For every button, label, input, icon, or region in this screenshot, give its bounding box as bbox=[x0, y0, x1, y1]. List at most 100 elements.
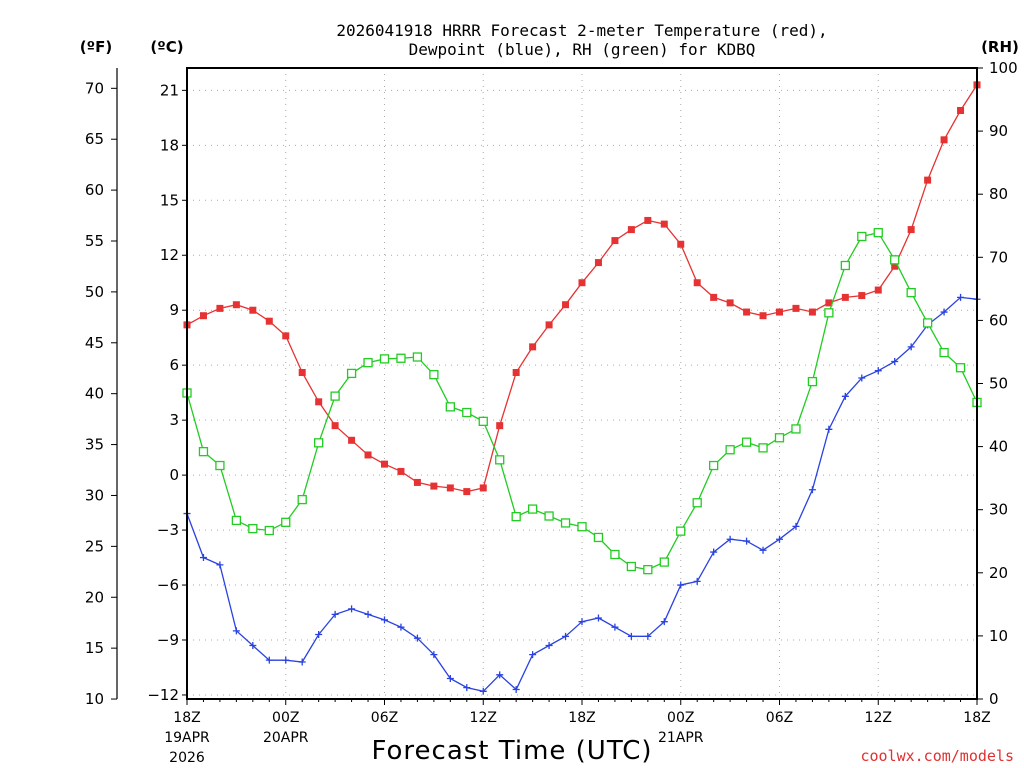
x-tick-label: 18Z bbox=[568, 710, 595, 726]
rh-tick-label: 90 bbox=[989, 122, 1008, 140]
rh-point bbox=[248, 523, 258, 534]
x-tick-label: 06Z bbox=[766, 710, 793, 726]
dewpoint-point bbox=[232, 627, 240, 635]
2-meter-temperature-point bbox=[446, 484, 454, 492]
rh-point bbox=[922, 318, 933, 328]
x-tick-label: 06Z bbox=[371, 710, 398, 726]
credit-label: coolwx.com/models bbox=[860, 747, 1014, 765]
rh-point bbox=[758, 443, 768, 453]
2-meter-temperature-point bbox=[759, 312, 767, 320]
2-meter-temperature-point bbox=[644, 216, 652, 224]
dewpoint-point bbox=[381, 616, 388, 624]
2-meter-temperature-point bbox=[216, 304, 224, 312]
fahrenheit-tick-label: 60 bbox=[85, 181, 104, 199]
2-meter-temperature-point bbox=[496, 422, 504, 430]
dewpoint-point bbox=[627, 632, 635, 640]
2-meter-temperature-point bbox=[364, 451, 372, 459]
rh-point bbox=[873, 228, 883, 238]
rh-point bbox=[791, 424, 801, 434]
2-meter-temperature-point bbox=[348, 436, 356, 444]
2-meter-temperature-point bbox=[874, 286, 882, 294]
2-meter-temperature-point bbox=[397, 467, 405, 475]
x-tick-sublabel: 2026 bbox=[169, 750, 205, 766]
dewpoint-point bbox=[726, 535, 734, 543]
2-meter-temperature-point bbox=[381, 460, 388, 468]
dewpoint-point bbox=[397, 623, 405, 631]
celsius-tick-label: −6 bbox=[157, 576, 179, 594]
celsius-tick-label: 6 bbox=[169, 356, 179, 374]
2-meter-temperature-point bbox=[677, 240, 685, 248]
dewpoint-point bbox=[594, 614, 602, 622]
rh-point bbox=[462, 407, 472, 418]
rh-tick-label: 60 bbox=[989, 311, 1008, 329]
dewpoint-point bbox=[710, 548, 718, 556]
fahrenheit-tick-label: 15 bbox=[85, 639, 104, 657]
2-meter-temperature-point bbox=[710, 293, 718, 301]
fahrenheit-tick-label: 40 bbox=[85, 385, 104, 403]
rh-point bbox=[314, 438, 324, 448]
rh-point bbox=[330, 391, 340, 401]
dewpoint-point bbox=[479, 687, 487, 695]
2-meter-temperature-point bbox=[841, 293, 849, 301]
celsius-tick-label: 9 bbox=[169, 301, 179, 319]
rh-point bbox=[544, 511, 554, 521]
rh-point bbox=[379, 354, 390, 364]
rh-point bbox=[429, 370, 439, 380]
fahrenheit-tick-label: 50 bbox=[85, 283, 104, 301]
celsius-tick-label: −9 bbox=[157, 631, 179, 649]
2-meter-temperature-point bbox=[907, 226, 915, 234]
rh-point bbox=[478, 416, 488, 427]
dewpoint-point bbox=[348, 605, 356, 613]
dewpoint-point bbox=[808, 486, 816, 494]
fahrenheit-tick-label: 25 bbox=[85, 537, 104, 555]
rh-point bbox=[593, 532, 604, 543]
x-tick-label: 18Z bbox=[963, 710, 990, 726]
dewpoint-point bbox=[331, 610, 339, 618]
rh-point bbox=[231, 515, 242, 526]
2-meter-temperature-point bbox=[808, 308, 816, 316]
rh-point bbox=[774, 433, 785, 443]
rh-point bbox=[939, 347, 949, 358]
dewpoint-point bbox=[249, 642, 257, 650]
fahrenheit-tick-label: 20 bbox=[85, 588, 104, 606]
2-meter-temperature-point bbox=[726, 299, 734, 307]
dewpoint-point bbox=[364, 610, 372, 618]
rh-point bbox=[659, 557, 669, 567]
celsius-tick-label: 12 bbox=[160, 246, 179, 264]
chart-title-line1: 2026041918 HRRR Forecast 2-meter Tempera… bbox=[336, 21, 827, 40]
rh-point bbox=[363, 358, 373, 368]
2-meter-temperature-point bbox=[940, 136, 948, 144]
2-meter-temperature-point bbox=[693, 279, 701, 287]
rh-tick-label: 0 bbox=[989, 690, 999, 708]
celsius-tick-label: −3 bbox=[157, 521, 179, 539]
x-tick-sublabel: 19APR bbox=[164, 730, 210, 746]
2-meter-temperature-point bbox=[743, 308, 751, 316]
rh-point bbox=[215, 460, 225, 471]
dewpoint-point bbox=[693, 577, 701, 585]
dewpoint-point bbox=[430, 651, 438, 659]
x-tick-sublabel: 21APR bbox=[658, 730, 704, 746]
2-meter-temperature-point bbox=[792, 304, 800, 312]
dewpoint-point bbox=[660, 618, 668, 626]
rh-point bbox=[955, 363, 966, 373]
dewpoint-point bbox=[907, 343, 915, 351]
rh-point bbox=[643, 564, 653, 575]
chart-title-line2: Dewpoint (blue), RH (green) for KDBQ bbox=[409, 40, 756, 59]
rh-point bbox=[412, 352, 423, 362]
rh-point bbox=[741, 437, 752, 447]
grid-layer bbox=[187, 68, 977, 699]
dewpoint-point bbox=[265, 656, 273, 664]
x-axis-label: Forecast Time (UTC) bbox=[371, 736, 652, 766]
dewpoint-point bbox=[562, 632, 570, 640]
fahrenheit-tick-label: 35 bbox=[85, 436, 104, 454]
rh-point bbox=[264, 525, 274, 536]
dewpoint-point bbox=[891, 358, 899, 366]
2-meter-temperature-point bbox=[627, 226, 635, 234]
celsius-tick-label: 18 bbox=[160, 136, 179, 154]
2-meter-temperature-point bbox=[891, 262, 899, 270]
dewpoint-point bbox=[825, 425, 833, 433]
rh-unit-label: (RH) bbox=[981, 38, 1019, 56]
rh-point bbox=[857, 231, 867, 242]
dewpoint-point bbox=[677, 581, 685, 589]
dewpoint-point bbox=[512, 685, 520, 693]
